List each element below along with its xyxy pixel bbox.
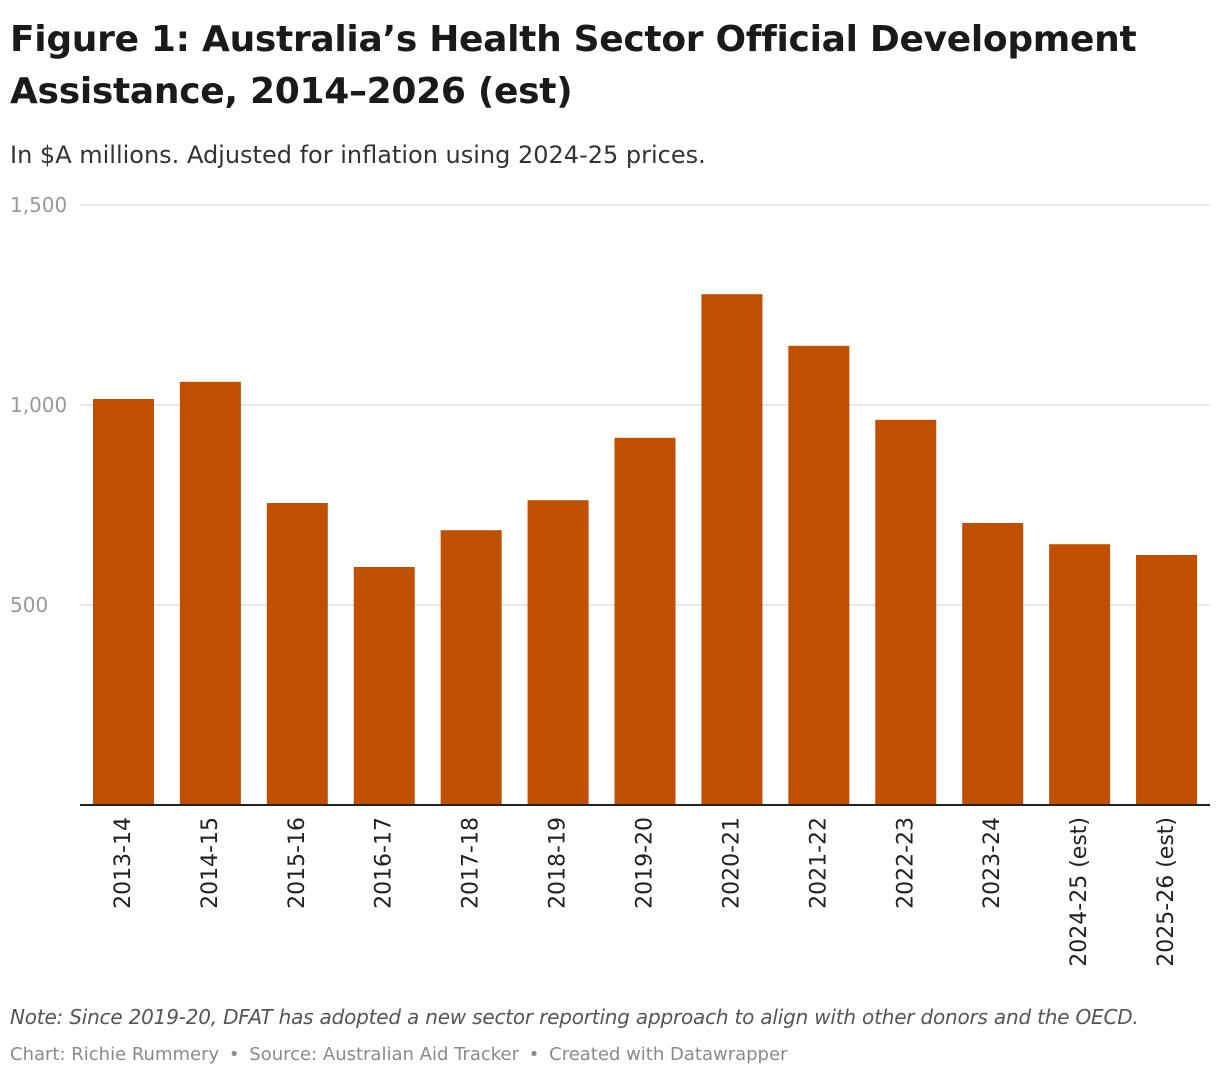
credit-source: Source: Australian Aid Tracker: [249, 1044, 520, 1065]
x-tick-label: 2024-25 (est): [1067, 817, 1092, 967]
x-tick-label: 2015-16: [285, 817, 310, 909]
category-labels: 2013-14 2014-15 2015-16 2016-17 2017-18 2018-…: [111, 817, 1179, 967]
chart-credit: Chart: Richie Rummery • Source: Australi…: [10, 1041, 787, 1069]
x-tick-label: 2023-24: [980, 817, 1005, 909]
x-tick-label: 2020-21: [719, 817, 744, 909]
bar: [266, 503, 328, 805]
x-tick-label: 2014-15: [198, 817, 223, 909]
x-tick-label: 2022-23: [893, 817, 918, 909]
bar: [962, 523, 1024, 805]
bar: [440, 530, 502, 805]
bar: [1136, 555, 1198, 805]
bar: [614, 437, 676, 805]
y-tick-label: 1,000: [10, 393, 67, 417]
y-tick-label: 1,500: [10, 193, 67, 217]
y-tick-label: 500: [10, 593, 48, 617]
bar: [527, 500, 589, 805]
x-tick-label: 2016-17: [372, 817, 397, 909]
x-tick-label: 2019-20: [633, 817, 658, 909]
bar: [353, 567, 415, 805]
bar: [92, 399, 154, 805]
bar: [875, 419, 937, 805]
bar: [701, 294, 763, 805]
bar: [1049, 544, 1111, 805]
bar: [788, 345, 850, 805]
x-tick-label: 2017-18: [459, 817, 484, 909]
credit-tool: Created with Datawrapper: [549, 1044, 788, 1065]
x-tick-label: 2018-19: [546, 817, 571, 909]
credit-separator: •: [528, 1044, 540, 1065]
bars: [92, 294, 1198, 805]
x-tick-label: 2013-14: [111, 817, 136, 909]
x-tick-label: 2025-26 (est): [1154, 817, 1179, 967]
chart-area: 500 1,000 1,500 2013-14 2014-15 2015-16 2016-…: [0, 185, 1220, 985]
bar: [179, 381, 241, 805]
bar-chart: 500 1,000 1,500 2013-14 2014-15 2015-16 2016-…: [10, 193, 1210, 967]
chart-note: Note: Since 2019-20, DFAT has adopted a …: [10, 1005, 1139, 1029]
credit-author: Chart: Richie Rummery: [10, 1044, 220, 1065]
credit-separator: •: [228, 1044, 240, 1065]
chart-subtitle: In $A millions. Adjusted for inflation u…: [10, 141, 706, 169]
chart-title: Figure 1: Australia’s Health Sector Offi…: [10, 19, 1137, 112]
x-tick-label: 2021-22: [806, 817, 831, 909]
